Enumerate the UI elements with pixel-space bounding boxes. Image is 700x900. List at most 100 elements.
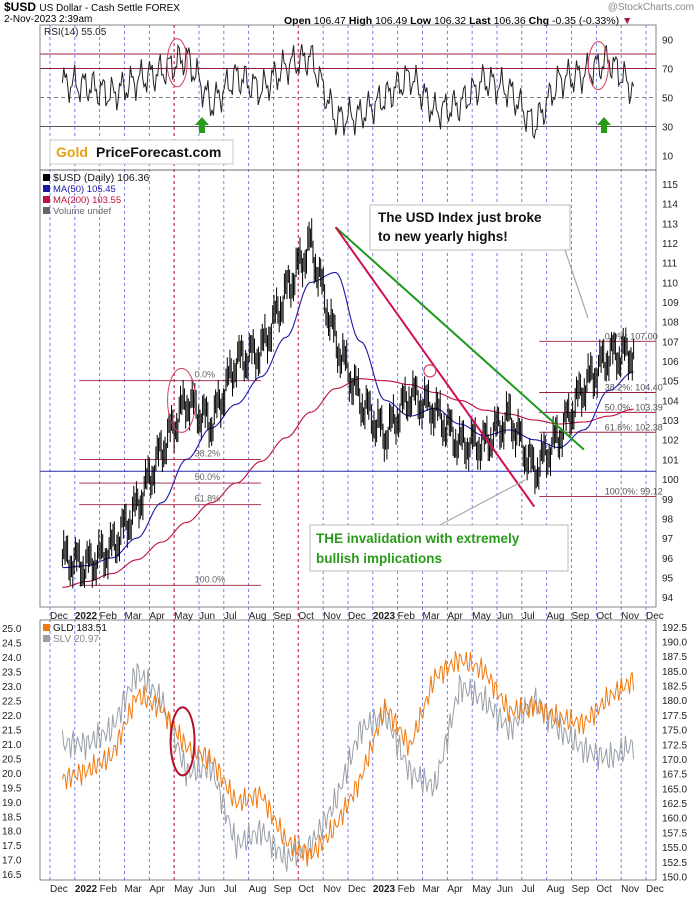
usd-y-tick: 107 — [662, 337, 679, 348]
x-tick-label: Dec — [646, 884, 664, 895]
x-tick-label: Dec — [50, 611, 68, 622]
x-tick-label: Jul — [522, 884, 535, 895]
x-tick-label: Mar — [423, 884, 441, 895]
x-tick-label: Dec — [348, 611, 366, 622]
x-tick-label: Feb — [100, 611, 118, 622]
rsi-line — [61, 43, 635, 140]
chart-symbol-title: $USD US Dollar - Cash Settle FOREX — [4, 0, 180, 14]
fib-2022-label: 50.0% — [195, 472, 221, 482]
x-tick-label: Nov — [323, 884, 341, 895]
x-tick-label: Apr — [149, 611, 165, 622]
usd-legend-swatch — [43, 174, 50, 181]
slv-y-tick: 21.0 — [2, 740, 22, 751]
gld-y-tick: 182.5 — [662, 682, 687, 693]
x-tick-label: Sep — [572, 611, 590, 622]
slv-y-tick: 24.0 — [2, 653, 22, 664]
usd-y-tick: 110 — [662, 278, 678, 289]
invalidation-line1: THE invalidation with extremely — [316, 531, 520, 546]
usd-legend-swatch — [43, 196, 50, 203]
usd-y-tick: 115 — [662, 180, 678, 191]
rsi-y-tick: 30 — [662, 123, 674, 134]
usd-legend-label: $USD (Daily) 106.36 — [53, 172, 149, 184]
panel-frame-1 — [39, 169, 657, 608]
usd-y-tick: 109 — [662, 298, 679, 309]
usd-y-tick: 101 — [662, 455, 679, 466]
usd-y-tick: 114 — [662, 200, 678, 211]
gld-slv-panel: 16.5 17.0 17.5 18.0 18.5 19.0 19.5 20.0 20.5 21.0… — [2, 623, 687, 884]
yearly-highs-line2: to new yearly highs! — [378, 229, 508, 244]
x-tick-label: Feb — [398, 611, 416, 622]
x-tick-label: Apr — [149, 884, 165, 895]
usd-y-tick: 102 — [662, 436, 679, 447]
invalidation-line2: bullish implications — [316, 551, 442, 566]
logo-rest-text: PriceForecast.com — [96, 144, 221, 160]
slv-y-tick: 23.0 — [2, 682, 22, 693]
green-arrow-1-icon — [195, 117, 209, 133]
gld-line — [61, 651, 635, 867]
x-tick-label: Apr — [447, 884, 463, 895]
fib-2023-label: 100.0%: 99.12 — [605, 486, 663, 496]
usd-y-tick: 112 — [662, 239, 678, 250]
low-value: 106.32 — [434, 15, 467, 27]
x-tick-label: Aug — [547, 611, 565, 622]
logo-box — [49, 139, 234, 165]
x-tick-label: Nov — [323, 611, 341, 622]
x-tick-label: Feb — [398, 884, 416, 895]
slv-y-tick: 19.5 — [2, 783, 22, 794]
x-tick-label: 2022 — [75, 884, 98, 895]
usd-y-tick: 98 — [662, 514, 674, 525]
x-tick-label: Sep — [572, 884, 590, 895]
symbol-name: US Dollar - Cash Settle FOREX — [39, 3, 180, 14]
usd-circle-may2022 — [167, 367, 197, 433]
usd-y-tick: 106 — [662, 357, 679, 368]
gld-circle-may2022 — [169, 706, 196, 777]
gld-legend-swatch — [43, 624, 50, 631]
usd-y-tick: 96 — [662, 554, 674, 565]
rsi-circle-oct2023 — [587, 41, 609, 91]
slv-y-tick: 20.0 — [2, 769, 22, 780]
x-tick-label: 2023 — [373, 611, 396, 622]
fib-2022-label: 38.2% — [195, 448, 221, 458]
open-label: Open — [284, 15, 311, 27]
usd-legend-label: MA(200) 103.55 — [53, 195, 121, 206]
slv-y-tick: 16.5 — [2, 870, 22, 881]
x-tick-label: Dec — [348, 884, 366, 895]
gld-y-tick: 192.5 — [662, 623, 687, 634]
usd-y-tick: 113 — [662, 219, 678, 230]
usd-y-tick: 105 — [662, 377, 679, 388]
green-trend-line — [334, 226, 585, 451]
x-tick-label: Apr — [447, 611, 463, 622]
down-triangle-icon: ▼ — [622, 15, 633, 27]
usd-y-tick: 95 — [662, 573, 674, 584]
usd-legend-swatch — [43, 185, 50, 192]
fib-2022-label: 0.0% — [195, 370, 216, 380]
axes-layer: DecDec20222022FebFebMarMarAprAprMayMayJu… — [39, 24, 664, 895]
gld-y-tick: 157.5 — [662, 828, 687, 839]
x-tick-label: Jul — [224, 884, 237, 895]
x-tick-label: May — [472, 611, 491, 622]
chg-label: Chg — [528, 15, 550, 27]
x-tick-label: Oct — [298, 884, 314, 895]
x-tick-label: Nov — [621, 611, 639, 622]
x-tick-label: Jun — [497, 611, 513, 622]
x-tick-label: Dec — [50, 884, 68, 895]
invalidation-callout: THE invalidation with extremely bullish … — [309, 479, 569, 572]
x-tick-label: Jun — [497, 884, 513, 895]
x-tick-label: Mar — [125, 884, 143, 895]
rsi-y-tick: 10 — [662, 152, 674, 163]
usd-y-tick: 94 — [662, 593, 674, 604]
gold-price-forecast-logo: Gold PriceForecast.com — [49, 139, 234, 165]
slv-y-tick: 21.5 — [2, 725, 22, 736]
rsi-panel: 10 30 50 70 90 RSI(14) 55.05 — [40, 27, 674, 163]
ma50-line — [62, 271, 634, 569]
gld-y-tick: 165.0 — [662, 784, 687, 795]
x-tick-label: Feb — [100, 884, 118, 895]
open-value: 106.47 — [313, 15, 346, 27]
symbol: $USD — [4, 0, 37, 14]
gld-y-tick: 152.5 — [662, 858, 687, 869]
gld-y-tick: 180.0 — [662, 696, 687, 707]
usd-legend-swatch — [43, 207, 50, 214]
x-tick-label: Nov — [621, 884, 639, 895]
invalidation-pointer — [439, 479, 526, 526]
